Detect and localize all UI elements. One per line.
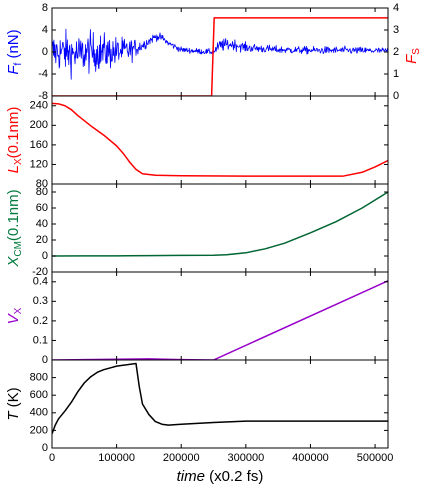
y-tick-label-length: 200 xyxy=(30,119,48,131)
x-tick-label: 400000 xyxy=(292,452,329,464)
y-tick-label-xcm: -20 xyxy=(32,266,48,278)
panel-xcm: -20 0 20 40 60 80 xyxy=(32,183,389,278)
y-axis-label-vx-main: V xyxy=(5,312,22,324)
series-line-temperature-0 xyxy=(52,362,388,435)
x-tick-label: 300000 xyxy=(227,452,264,464)
panel-vx: 0 0.1 0.2 0.3 0.4 xyxy=(33,271,389,366)
y-tick-label-temperature: 200 xyxy=(30,424,48,436)
y2-tick-label-force: 3 xyxy=(393,24,399,36)
y-axis-label-length-sub: X xyxy=(13,158,24,165)
y-tick-label-xcm: 80 xyxy=(36,186,48,198)
y-tick-label-length: 120 xyxy=(30,158,48,170)
panel-frame-temperature xyxy=(51,359,389,449)
y-axis-label-temperature: T (K) xyxy=(5,387,22,420)
y-tick-label-vx: 0.3 xyxy=(33,295,48,307)
y-tick-label-xcm: 0 xyxy=(42,250,48,262)
series-line-xcm-0 xyxy=(52,191,388,257)
y-tick-label-temperature: 400 xyxy=(30,407,48,419)
y-tick-label-force: 4 xyxy=(42,24,48,36)
y-axis-label-length-unit: (0.1nm) xyxy=(5,107,22,159)
y-tick-label-vx: 0.1 xyxy=(33,334,48,346)
x-tick-label: 200000 xyxy=(163,452,200,464)
panel-frame-length xyxy=(51,95,389,185)
y-tick-label-xcm: 40 xyxy=(36,218,48,230)
y-tick-label-vx: 0.4 xyxy=(33,276,48,288)
x-tick-label: 0 xyxy=(49,452,55,464)
y-axis-label-temperature-unit: (K) xyxy=(5,387,22,411)
panel-force: -8 -4 0 4 8 0 1 2 3 4 xyxy=(38,2,399,102)
y-axis-label-length: LX(0.1nm) xyxy=(5,107,24,174)
y-tick-label-xcm: 20 xyxy=(36,234,48,246)
y-axis-label-force-unit: (nN) xyxy=(5,29,22,62)
y2-tick-label-force: 0 xyxy=(393,90,399,102)
series-line-force-0 xyxy=(52,28,388,80)
y-tick-label-temperature: 0 xyxy=(42,442,48,454)
series-line-length-0 xyxy=(52,102,388,177)
y-tick-label-force: -4 xyxy=(38,68,48,80)
y-axis-label-xcm-unit: (0.1nm) xyxy=(5,189,22,241)
x-axis-label-unit: (x0.2 fs) xyxy=(205,468,263,485)
y-tick-label-force: 0 xyxy=(42,46,48,58)
y-axis-label-xcm-sub: CM xyxy=(13,241,24,257)
series-line-force-1 xyxy=(52,17,388,96)
y2-tick-label-force: 1 xyxy=(393,68,399,80)
panel-frame-vx xyxy=(51,271,389,361)
y-tick-label-force: -8 xyxy=(38,90,48,102)
y-axis-label-force-main: F xyxy=(5,65,22,75)
x-tick-label: 100000 xyxy=(98,452,135,464)
y-axis-label-length-main: L xyxy=(5,165,22,173)
y-axis-label-force: Ff (nN) xyxy=(5,29,24,74)
y2-axis-label-force-sub: S xyxy=(411,48,422,55)
y-axis-label-temperature-main: T xyxy=(5,410,22,421)
x-axis-label-main: time xyxy=(177,468,205,485)
x-tick-label: 500000 xyxy=(357,452,394,464)
y2-tick-label-force: 4 xyxy=(393,2,399,14)
x-axis-label: time (x0.2 fs) xyxy=(177,468,264,485)
y2-tick-label-force: 2 xyxy=(393,46,399,58)
panel-frame-xcm xyxy=(51,183,389,273)
y-axis-label-xcm-main: X xyxy=(5,256,22,268)
y-tick-label-temperature: 600 xyxy=(30,389,48,401)
y-tick-label-length: 160 xyxy=(30,139,48,151)
y-tick-label-length: 240 xyxy=(30,100,48,112)
series-line-vx-0 xyxy=(52,280,388,360)
y-axis-label-force-sub: f xyxy=(13,62,24,65)
y-tick-label-xcm: 60 xyxy=(36,202,48,214)
y-tick-label-temperature: 800 xyxy=(30,372,48,384)
y-tick-label-length: 80 xyxy=(36,178,48,190)
y-axis-label-vx-sub: X xyxy=(13,307,24,314)
y-axis-label-xcm: XCM(0.1nm) xyxy=(5,189,24,267)
y-tick-label-vx: 0 xyxy=(42,354,48,366)
y2-axis-label-force-main: F xyxy=(403,54,420,64)
y2-axis-label-force: FS xyxy=(403,48,422,64)
panel-length: 80 120 160 200 240 xyxy=(30,95,389,190)
y-axis-label-vx: VX xyxy=(5,307,24,324)
panel-temperature: 0 200 400 600 800 xyxy=(30,359,389,454)
y-tick-label-vx: 0.2 xyxy=(33,315,48,327)
y-tick-label-force: 8 xyxy=(42,2,48,14)
